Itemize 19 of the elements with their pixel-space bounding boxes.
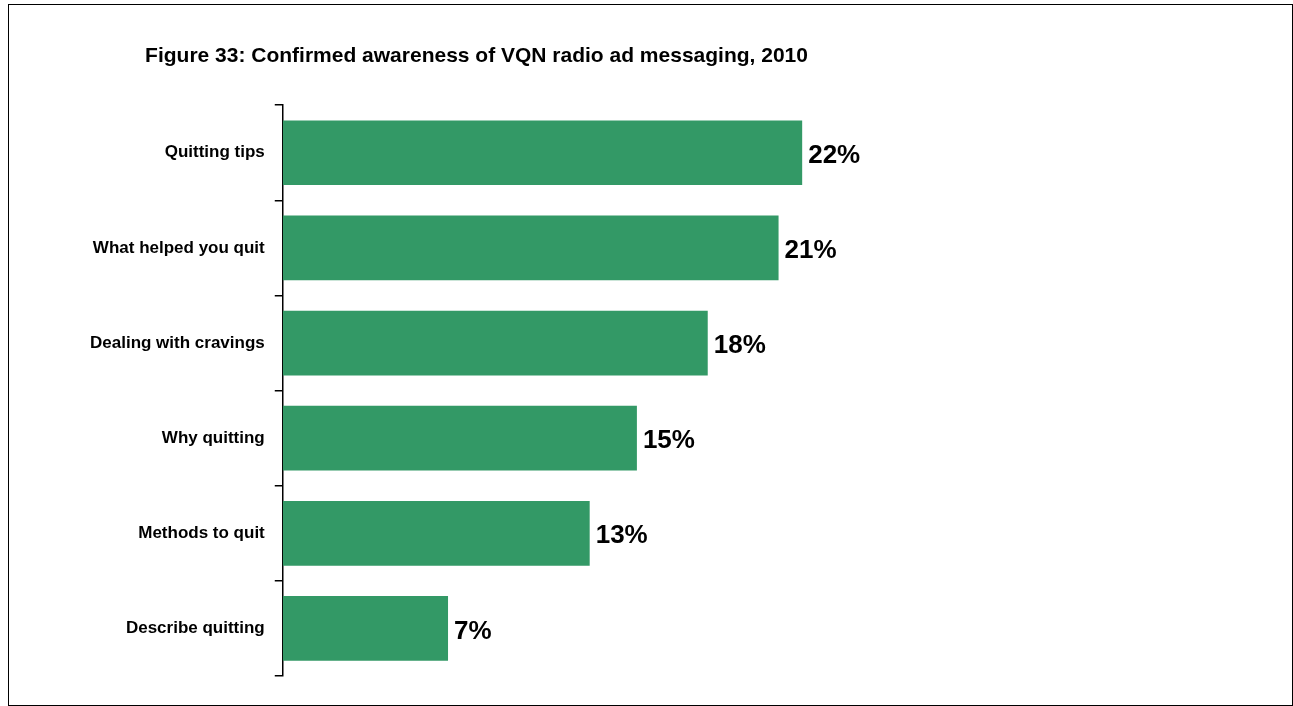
y-tick-label: Quitting tips — [164, 142, 265, 162]
data-label: 15% — [642, 424, 695, 455]
data-label: 7% — [454, 614, 492, 645]
bar — [282, 500, 590, 566]
bar — [282, 310, 708, 376]
y-tick-label: Describe quitting — [125, 618, 265, 638]
bar — [282, 596, 449, 661]
data-label: 13% — [595, 519, 648, 550]
data-label: 21% — [784, 234, 837, 265]
data-label: 18% — [713, 329, 766, 360]
y-tick-label: What helped you quit — [92, 237, 266, 257]
chart-title: Figure 33: Confirmed awareness of VQN radio ad messaging, 2010 — [145, 43, 808, 67]
y-tick-label: Why quitting — [161, 427, 265, 447]
y-tick-label: Dealing with cravings — [90, 332, 265, 352]
bar — [282, 215, 779, 281]
bar — [282, 405, 637, 471]
data-label: 22% — [808, 138, 861, 169]
bar — [282, 120, 803, 186]
y-tick-label: Methods to quit — [138, 522, 266, 542]
